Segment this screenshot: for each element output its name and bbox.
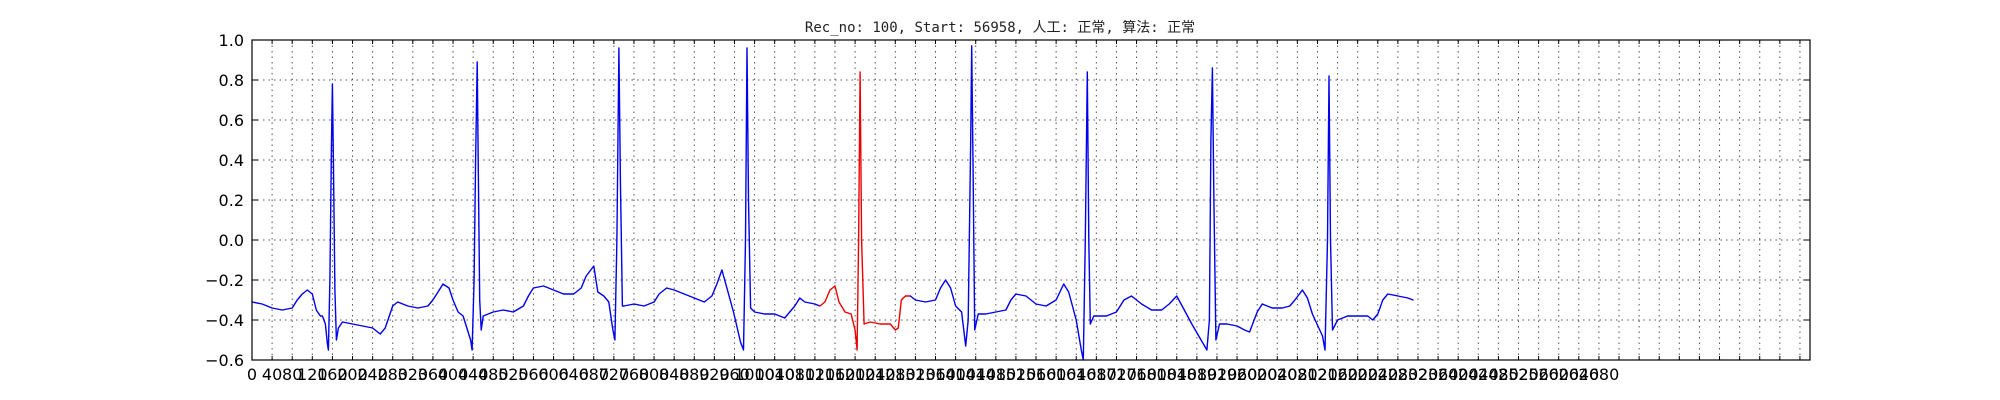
x-tick-label: 480 (478, 365, 509, 384)
x-tick-label: 1360 (915, 365, 956, 384)
x-tick-label: 2640 (1558, 365, 1599, 384)
x-tick-label: 1720 (1096, 365, 1137, 384)
x-tick-label: 520 (498, 365, 529, 384)
x-tick-label: 1960 (1217, 365, 1258, 384)
series-lines (251, 45, 1414, 361)
x-tick-label: 2000 (1237, 365, 1278, 384)
x-tick-label: 1400 (935, 365, 976, 384)
y-tick-label: 0.2 (219, 191, 244, 210)
x-tick-label: 360 (418, 365, 449, 384)
x-tick-label: 1520 (996, 365, 1037, 384)
x-tick-label: 2160 (1317, 365, 1358, 384)
x-tick-label: 2440 (1458, 365, 1499, 384)
x-tick-label: 960 (719, 365, 750, 384)
y-tick-label: −0.2 (205, 271, 244, 290)
x-tick-label: 720 (599, 365, 630, 384)
x-tick-label: 120 (297, 365, 328, 384)
x-tick-label: 640 (558, 365, 589, 384)
x-tick-label: 1680 (1076, 365, 1117, 384)
x-tick-label: 1080 (774, 365, 815, 384)
x-tick-label: 2080 (1277, 365, 1318, 384)
x-tick-label: 760 (619, 365, 650, 384)
x-tick-label: 560 (518, 365, 549, 384)
x-tick-label: 320 (398, 365, 429, 384)
x-tick-label: 2600 (1538, 365, 1579, 384)
y-tick-label: 0.6 (219, 111, 244, 130)
x-tick-label: 2680 (1579, 365, 1620, 384)
x-tick-label: 920 (699, 365, 730, 384)
y-tick-label: 0.4 (219, 151, 244, 170)
x-tick-label: 240 (357, 365, 388, 384)
x-tick-label: 2320 (1398, 365, 1439, 384)
x-tick-label: 2560 (1518, 365, 1559, 384)
x-tick-label: 1280 (875, 365, 916, 384)
tick-marks (251, 39, 1810, 361)
x-tick-label: 200 (337, 365, 368, 384)
x-tick-label: 600 (538, 365, 569, 384)
x-tick-label: 2240 (1357, 365, 1398, 384)
x-tick-label: 1120 (795, 365, 836, 384)
x-tick-label: 440 (458, 365, 489, 384)
x-tick-label: 1040 (754, 365, 795, 384)
x-tick-label: 40 (262, 365, 282, 384)
x-tick-label: 1440 (955, 365, 996, 384)
x-tick-label: 80 (282, 365, 302, 384)
ecg-series-line (909, 45, 1414, 361)
x-tick-label: 800 (639, 365, 670, 384)
x-tick-label: 1760 (1116, 365, 1157, 384)
x-tick-label: 1800 (1136, 365, 1177, 384)
ecg-series-line (819, 71, 912, 351)
x-tick-label: 2520 (1498, 365, 1539, 384)
x-tick-label: 1320 (895, 365, 936, 384)
grid-lines (251, 39, 1810, 361)
x-tick-label: 2400 (1438, 365, 1479, 384)
x-tick-label: 0 (247, 365, 257, 384)
x-tick-label: 1640 (1056, 365, 1097, 384)
x-tick-label: 2120 (1297, 365, 1338, 384)
x-tick-label: 680 (578, 365, 609, 384)
x-tick-label: 2040 (1257, 365, 1298, 384)
plot-frame (251, 39, 1811, 361)
x-tick-label: 2360 (1418, 365, 1459, 384)
y-tick-labels: −0.6 −0.4 −0.2 0.0 0.2 0.4 0.6 0.8 1.0 (205, 31, 244, 370)
x-tick-label: 160 (317, 365, 348, 384)
x-tick-label: 840 (659, 365, 690, 384)
x-tick-label: 1880 (1176, 365, 1217, 384)
x-tick-label: 1840 (1156, 365, 1197, 384)
x-tick-label: 2480 (1478, 365, 1519, 384)
x-tick-label: 1480 (975, 365, 1016, 384)
y-tick-label: −0.4 (205, 311, 244, 330)
x-tick-label: 2200 (1337, 365, 1378, 384)
y-tick-label: 1.0 (219, 31, 244, 50)
x-tick-label: 400 (438, 365, 469, 384)
y-tick-label: 0.0 (219, 231, 244, 250)
x-tick-label: 880 (679, 365, 710, 384)
x-tick-label: 280 (377, 365, 408, 384)
x-tick-label: 1920 (1197, 365, 1238, 384)
x-tick-label: 1200 (835, 365, 876, 384)
x-tick-label: 1000 (734, 365, 775, 384)
y-tick-label: −0.6 (205, 351, 244, 370)
x-tick-label: 1600 (1036, 365, 1077, 384)
y-tick-label: 0.8 (219, 71, 244, 90)
x-tick-label: 1240 (855, 365, 896, 384)
ecg-series-line (251, 47, 821, 351)
chart-title: Rec_no: 100, Start: 56958, 人工: 正常, 算法: 正… (805, 20, 1195, 36)
x-tick-labels: 0 40 8012016020024028032036040044048052056… (247, 365, 1619, 384)
x-tick-label: 2280 (1378, 365, 1419, 384)
x-tick-label: 1560 (1016, 365, 1057, 384)
x-tick-label: 1160 (815, 365, 856, 384)
